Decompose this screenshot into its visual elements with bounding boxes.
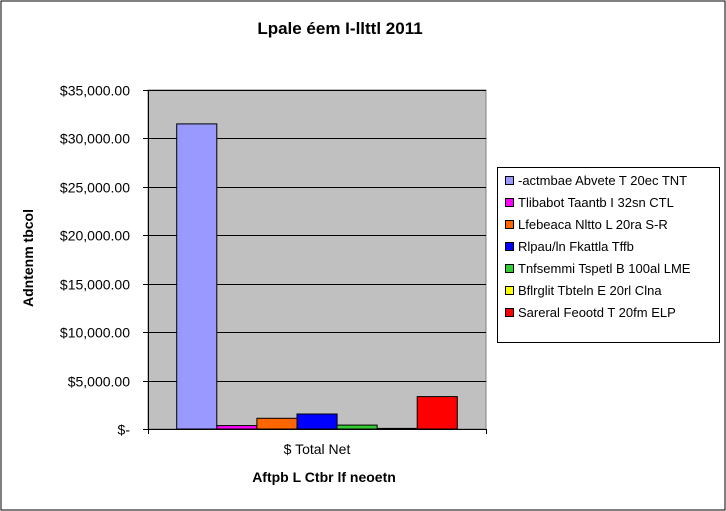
legend-label: Rlpau/ln Fkattla Tffb: [518, 239, 634, 254]
legend-swatch: [505, 220, 514, 229]
x-axis-title: Aftpb L Ctbr lf neoetn: [252, 469, 396, 485]
bar-series-7: [416, 396, 458, 430]
legend-label: -actmbae Abvete T 20ec TNT: [518, 173, 687, 188]
legend-label: Lfebeaca Nltto L 20ra S-R: [518, 217, 668, 232]
y-tick-label: $10,000.00: [60, 325, 130, 341]
bar-series-5: [336, 424, 378, 430]
bar-series-1: [176, 123, 218, 430]
legend-swatch: [505, 198, 514, 207]
legend-swatch: [505, 286, 514, 295]
legend-label: Tlibabot Taantb I 32sn CTL: [518, 195, 674, 210]
legend-swatch: [505, 308, 514, 317]
y-tick-label: $35,000.00: [60, 83, 130, 99]
y-tick-label: $15,000.00: [60, 277, 130, 293]
y-tick-label: $20,000.00: [60, 228, 130, 244]
bar-series-2: [216, 425, 258, 430]
legend-label: Sareral Feootd T 20fm ELP: [518, 305, 676, 320]
bar-series-3: [256, 417, 298, 430]
x-tick-label: $ Total Net: [284, 441, 351, 457]
y-tick-label: $-: [118, 422, 131, 438]
chart-title: Lpale éem I-llttl 2011: [257, 19, 422, 38]
legend: -actmbae Abvete T 20ec TNT Tlibabot Taant…: [497, 167, 720, 343]
y-tick-label: $30,000.00: [60, 131, 130, 147]
bar-series-6: [376, 427, 418, 430]
legend-label: Bflrglit Tbteln E 20rl Clna: [518, 283, 662, 298]
y-tick-label: $25,000.00: [60, 180, 130, 196]
bars: [176, 123, 458, 430]
legend-swatch: [505, 264, 514, 273]
y-tick-label: $5,000.00: [68, 374, 130, 390]
legend-box: [497, 167, 720, 343]
bar-series-4: [296, 413, 338, 430]
y-axis-title: Adntenm tbcol: [20, 209, 36, 307]
legend-swatch: [505, 242, 514, 251]
legend-swatch: [505, 176, 514, 185]
legend-label: Tnfsemmi Tspetl B 100al LME: [518, 261, 691, 276]
